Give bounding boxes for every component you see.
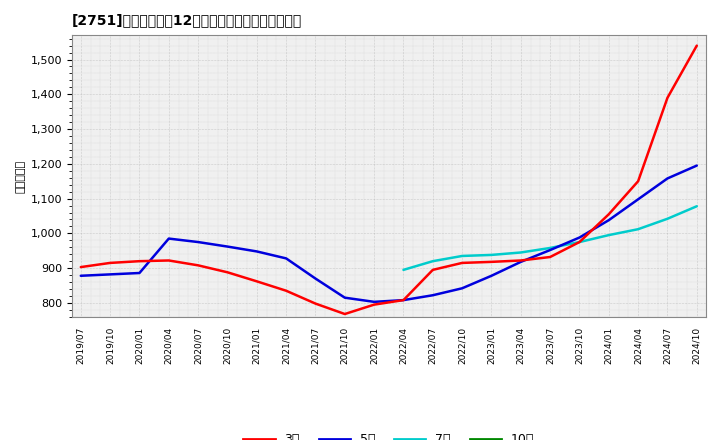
7年	[634, 227, 642, 232]
Line: 5年: 5年	[81, 165, 697, 302]
5年	[76, 273, 85, 279]
3年	[575, 239, 584, 245]
3年	[370, 302, 379, 307]
3年	[634, 179, 642, 184]
3年	[663, 95, 672, 100]
5年	[164, 236, 173, 241]
3年	[399, 297, 408, 303]
5年	[693, 163, 701, 168]
3年	[76, 264, 85, 270]
7年	[458, 253, 467, 259]
3年	[487, 259, 496, 264]
5年	[106, 272, 114, 277]
5年	[135, 270, 144, 275]
5年	[223, 244, 232, 249]
5年	[194, 239, 202, 245]
5年	[458, 286, 467, 291]
3年	[223, 270, 232, 275]
Text: [2751]　当期純利益12か月移動合計の平均値の推移: [2751] 当期純利益12か月移動合計の平均値の推移	[72, 13, 302, 27]
7年	[516, 250, 525, 255]
5年	[253, 249, 261, 254]
5年	[487, 273, 496, 279]
5年	[634, 197, 642, 202]
Legend: 3年, 5年, 7年, 10年: 3年, 5年, 7年, 10年	[238, 429, 539, 440]
7年	[663, 216, 672, 221]
Line: 7年: 7年	[403, 206, 697, 270]
7年	[693, 204, 701, 209]
7年	[605, 232, 613, 238]
3年	[458, 260, 467, 266]
7年	[575, 239, 584, 245]
3年	[693, 43, 701, 48]
3年	[605, 212, 613, 217]
3年	[341, 312, 349, 317]
Y-axis label: （百万円）: （百万円）	[15, 159, 25, 193]
3年	[428, 267, 437, 272]
3年	[546, 254, 554, 260]
3年	[253, 279, 261, 284]
3年	[164, 258, 173, 263]
3年	[106, 260, 114, 266]
3年	[516, 258, 525, 263]
5年	[311, 276, 320, 281]
7年	[428, 259, 437, 264]
7年	[546, 246, 554, 251]
5年	[282, 256, 290, 261]
7年	[487, 252, 496, 257]
3年	[135, 259, 144, 264]
5年	[546, 247, 554, 253]
5年	[605, 217, 613, 223]
7年	[399, 267, 408, 272]
3年	[194, 263, 202, 268]
5年	[341, 295, 349, 301]
5年	[399, 297, 408, 303]
5年	[663, 176, 672, 181]
5年	[370, 299, 379, 304]
3年	[282, 288, 290, 293]
5年	[516, 259, 525, 264]
5年	[575, 235, 584, 240]
3年	[311, 301, 320, 306]
5年	[428, 293, 437, 298]
Line: 3年: 3年	[81, 46, 697, 314]
